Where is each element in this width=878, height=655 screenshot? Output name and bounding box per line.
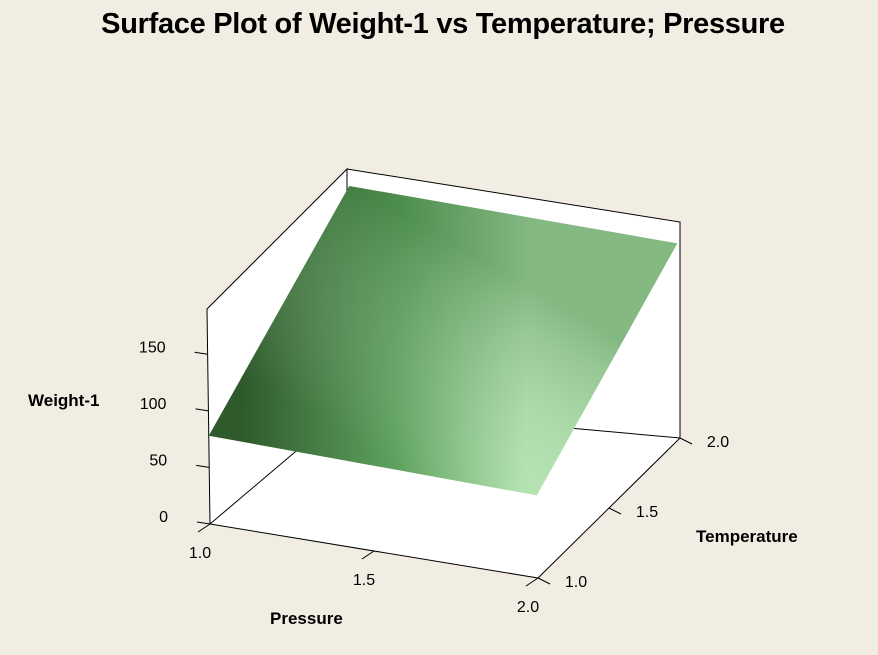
y-axis-ticks: 1.0 1.5 2.0 xyxy=(537,434,729,591)
chart-title: Surface Plot of Weight-1 vs Temperature;… xyxy=(101,8,785,40)
z-tick-mark xyxy=(196,464,210,468)
z-axis-ticks: 0 50 100 150 xyxy=(139,339,211,526)
y-tick-mark xyxy=(679,437,693,445)
y-tick-mark xyxy=(537,577,551,585)
z-tick-label: 50 xyxy=(149,452,167,469)
x-tick-mark xyxy=(197,523,211,533)
z-tick-mark xyxy=(194,351,208,355)
x-axis-ticks: 1.0 1.5 2.0 xyxy=(189,523,539,616)
x-tick-mark xyxy=(361,550,375,560)
z-tick-mark xyxy=(196,521,211,525)
y-tick-label: 2.0 xyxy=(707,434,729,451)
x-axis-label: Pressure xyxy=(270,609,343,628)
x-tick-label: 2.0 xyxy=(517,599,539,616)
y-tick-mark xyxy=(608,507,622,515)
x-tick-mark xyxy=(525,577,539,587)
y-tick-label: 1.0 xyxy=(565,574,587,591)
y-axis-label: Temperature xyxy=(696,527,798,546)
z-tick-label: 100 xyxy=(140,396,167,413)
x-tick-label: 1.0 xyxy=(189,545,211,562)
surface xyxy=(208,185,678,496)
y-tick-label: 1.5 xyxy=(636,504,658,521)
x-tick-label: 1.5 xyxy=(353,572,375,589)
z-axis-label: Weight-1 xyxy=(28,391,99,410)
z-tick-label: 0 xyxy=(159,509,168,526)
z-tick-mark xyxy=(195,408,209,412)
surface-shading xyxy=(208,185,678,496)
z-tick-label: 150 xyxy=(139,339,166,356)
